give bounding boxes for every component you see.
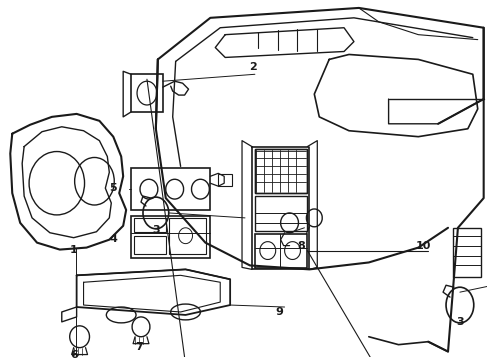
- Bar: [131, 168, 210, 210]
- Text: 5: 5: [109, 183, 117, 193]
- Bar: [168, 218, 206, 253]
- Text: 6: 6: [71, 350, 79, 360]
- Text: 10: 10: [415, 240, 430, 251]
- Text: 7: 7: [135, 342, 142, 352]
- Text: 4: 4: [109, 234, 117, 244]
- Bar: [254, 234, 307, 269]
- Bar: [254, 196, 307, 231]
- Bar: [452, 228, 480, 277]
- Bar: [218, 174, 232, 186]
- Text: 9: 9: [275, 307, 283, 317]
- Text: 1: 1: [70, 244, 78, 255]
- Text: 3: 3: [455, 317, 463, 327]
- Text: 2: 2: [248, 62, 256, 72]
- Text: 3: 3: [152, 225, 160, 235]
- Bar: [254, 149, 307, 193]
- Text: 8: 8: [297, 240, 305, 251]
- Bar: [254, 149, 307, 193]
- Bar: [131, 216, 210, 257]
- Bar: [134, 218, 165, 232]
- Bar: [134, 236, 165, 253]
- Bar: [131, 74, 163, 112]
